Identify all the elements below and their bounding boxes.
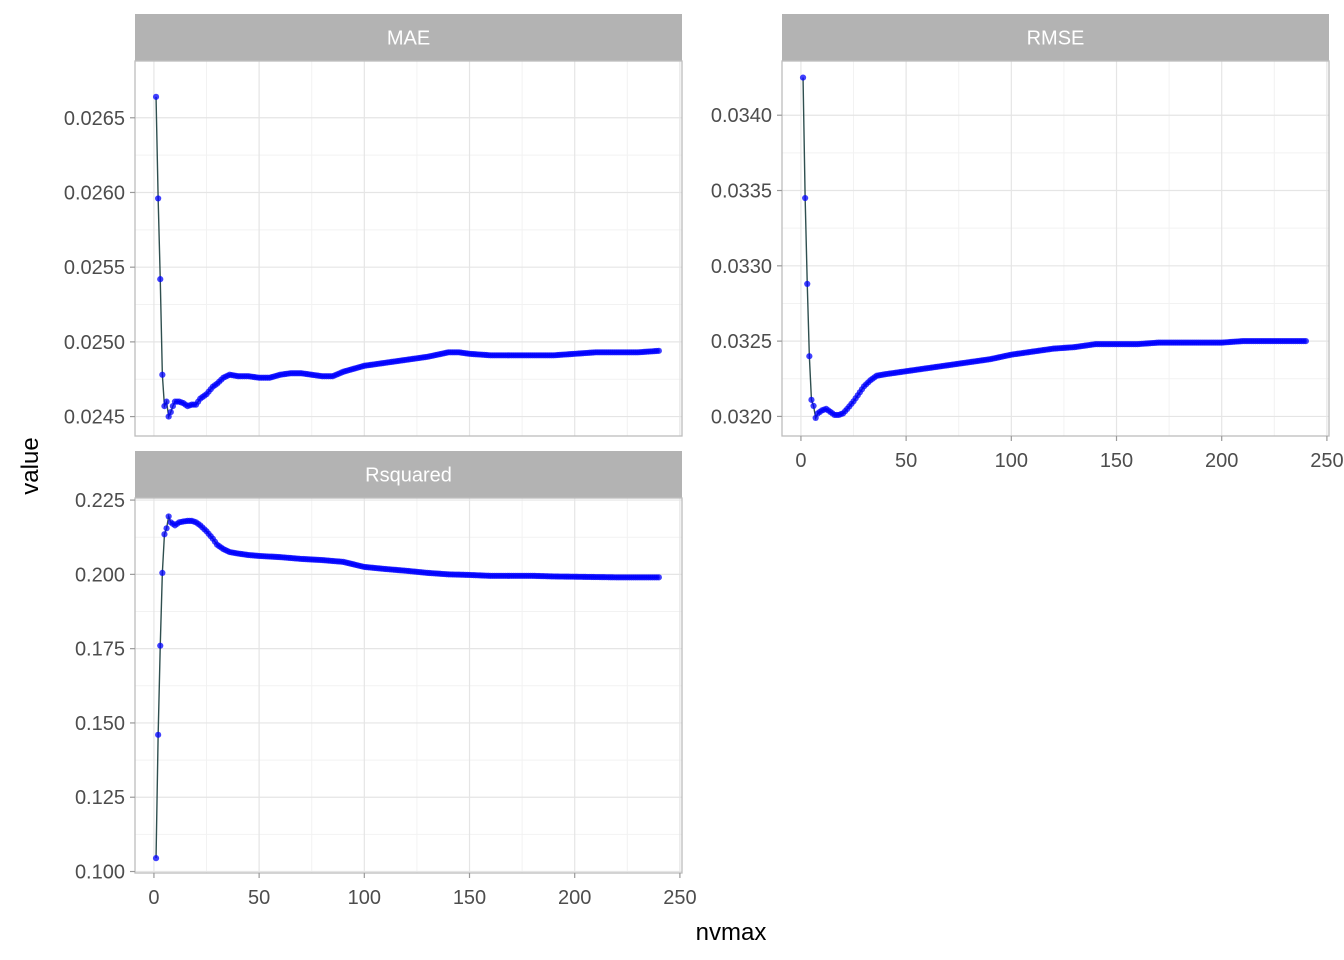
data-point bbox=[804, 280, 811, 287]
panel-rmse: RMSE 0.0320 0.0325 0.0330 0.0335 0.0340 0 50 100… bbox=[711, 14, 1344, 472]
x-tick-label: 250 bbox=[1310, 450, 1343, 472]
data-point bbox=[810, 402, 817, 409]
series-line bbox=[155, 513, 659, 859]
y-tick-label: 0.0255 bbox=[64, 257, 125, 279]
strip-label: MAE bbox=[387, 28, 430, 50]
x-axis-title: nvmax bbox=[696, 919, 767, 946]
data-point bbox=[655, 574, 662, 581]
data-point bbox=[159, 371, 166, 378]
strip-background bbox=[782, 14, 1329, 61]
x-tick-label: 150 bbox=[1100, 450, 1133, 472]
data-point bbox=[802, 194, 809, 202]
x-tick-label: 200 bbox=[1205, 450, 1238, 472]
series-line bbox=[155, 96, 659, 420]
y-tick-label: 0.175 bbox=[75, 639, 125, 661]
panel-border bbox=[134, 60, 683, 437]
data-point bbox=[155, 731, 162, 738]
y-tick-label: 0.125 bbox=[75, 787, 125, 809]
x-tick-label: 200 bbox=[558, 887, 591, 909]
strip-background bbox=[135, 14, 682, 61]
y-tick-label: 0.150 bbox=[75, 713, 125, 735]
panel-rsquared: Rsquared 0.100 0.125 0.150 0.175 0.200 0.225 0 5… bbox=[75, 451, 697, 909]
y-tick-label: 0.0320 bbox=[711, 406, 772, 428]
strip-label: RMSE bbox=[1027, 28, 1085, 50]
data-point bbox=[159, 569, 166, 576]
data-point bbox=[165, 513, 172, 520]
x-tick-label: 100 bbox=[995, 450, 1028, 472]
series-line bbox=[802, 77, 1306, 421]
data-point bbox=[161, 531, 168, 538]
y-tick-label: 0.0265 bbox=[64, 108, 125, 130]
data-point bbox=[152, 855, 160, 862]
y-tick-label: 0.225 bbox=[75, 490, 125, 512]
x-tick-label: 150 bbox=[453, 887, 486, 909]
y-tick-label: 0.0260 bbox=[64, 182, 125, 204]
data-point bbox=[167, 409, 174, 416]
data-point bbox=[157, 642, 164, 649]
x-tick-label: 250 bbox=[663, 887, 696, 909]
data-point bbox=[152, 93, 160, 100]
data-point bbox=[163, 525, 170, 532]
panel-border bbox=[781, 60, 1330, 437]
strip-label: Rsquared bbox=[365, 465, 452, 487]
x-tick-label: 0 bbox=[148, 887, 159, 909]
data-point bbox=[157, 276, 164, 283]
y-axis-title: value bbox=[17, 437, 44, 494]
data-point bbox=[1302, 338, 1309, 345]
y-tick-label: 0.0330 bbox=[711, 256, 772, 278]
y-tick-label: 0.200 bbox=[75, 564, 125, 586]
y-tick-label: 0.100 bbox=[75, 862, 125, 884]
data-point bbox=[808, 396, 815, 403]
data-point bbox=[799, 74, 807, 81]
data-point bbox=[655, 347, 662, 354]
y-tick-label: 0.0340 bbox=[711, 105, 772, 127]
y-tick-label: 0.0245 bbox=[64, 407, 125, 429]
x-tick-label: 100 bbox=[348, 887, 381, 909]
x-tick-label: 50 bbox=[895, 450, 917, 472]
x-tick-label: 50 bbox=[248, 887, 270, 909]
x-tick-label: 0 bbox=[795, 450, 806, 472]
strip-background bbox=[135, 451, 682, 498]
data-point bbox=[163, 398, 170, 405]
y-tick-label: 0.0250 bbox=[64, 332, 125, 354]
data-point bbox=[155, 195, 162, 202]
panel-border bbox=[134, 497, 683, 874]
y-tick-label: 0.0335 bbox=[711, 181, 772, 203]
data-point bbox=[806, 353, 813, 360]
y-tick-label: 0.0325 bbox=[711, 331, 772, 353]
panel-mae: MAE 0.0245 0.0250 0.0255 0.0260 0.0265 bbox=[64, 14, 683, 437]
